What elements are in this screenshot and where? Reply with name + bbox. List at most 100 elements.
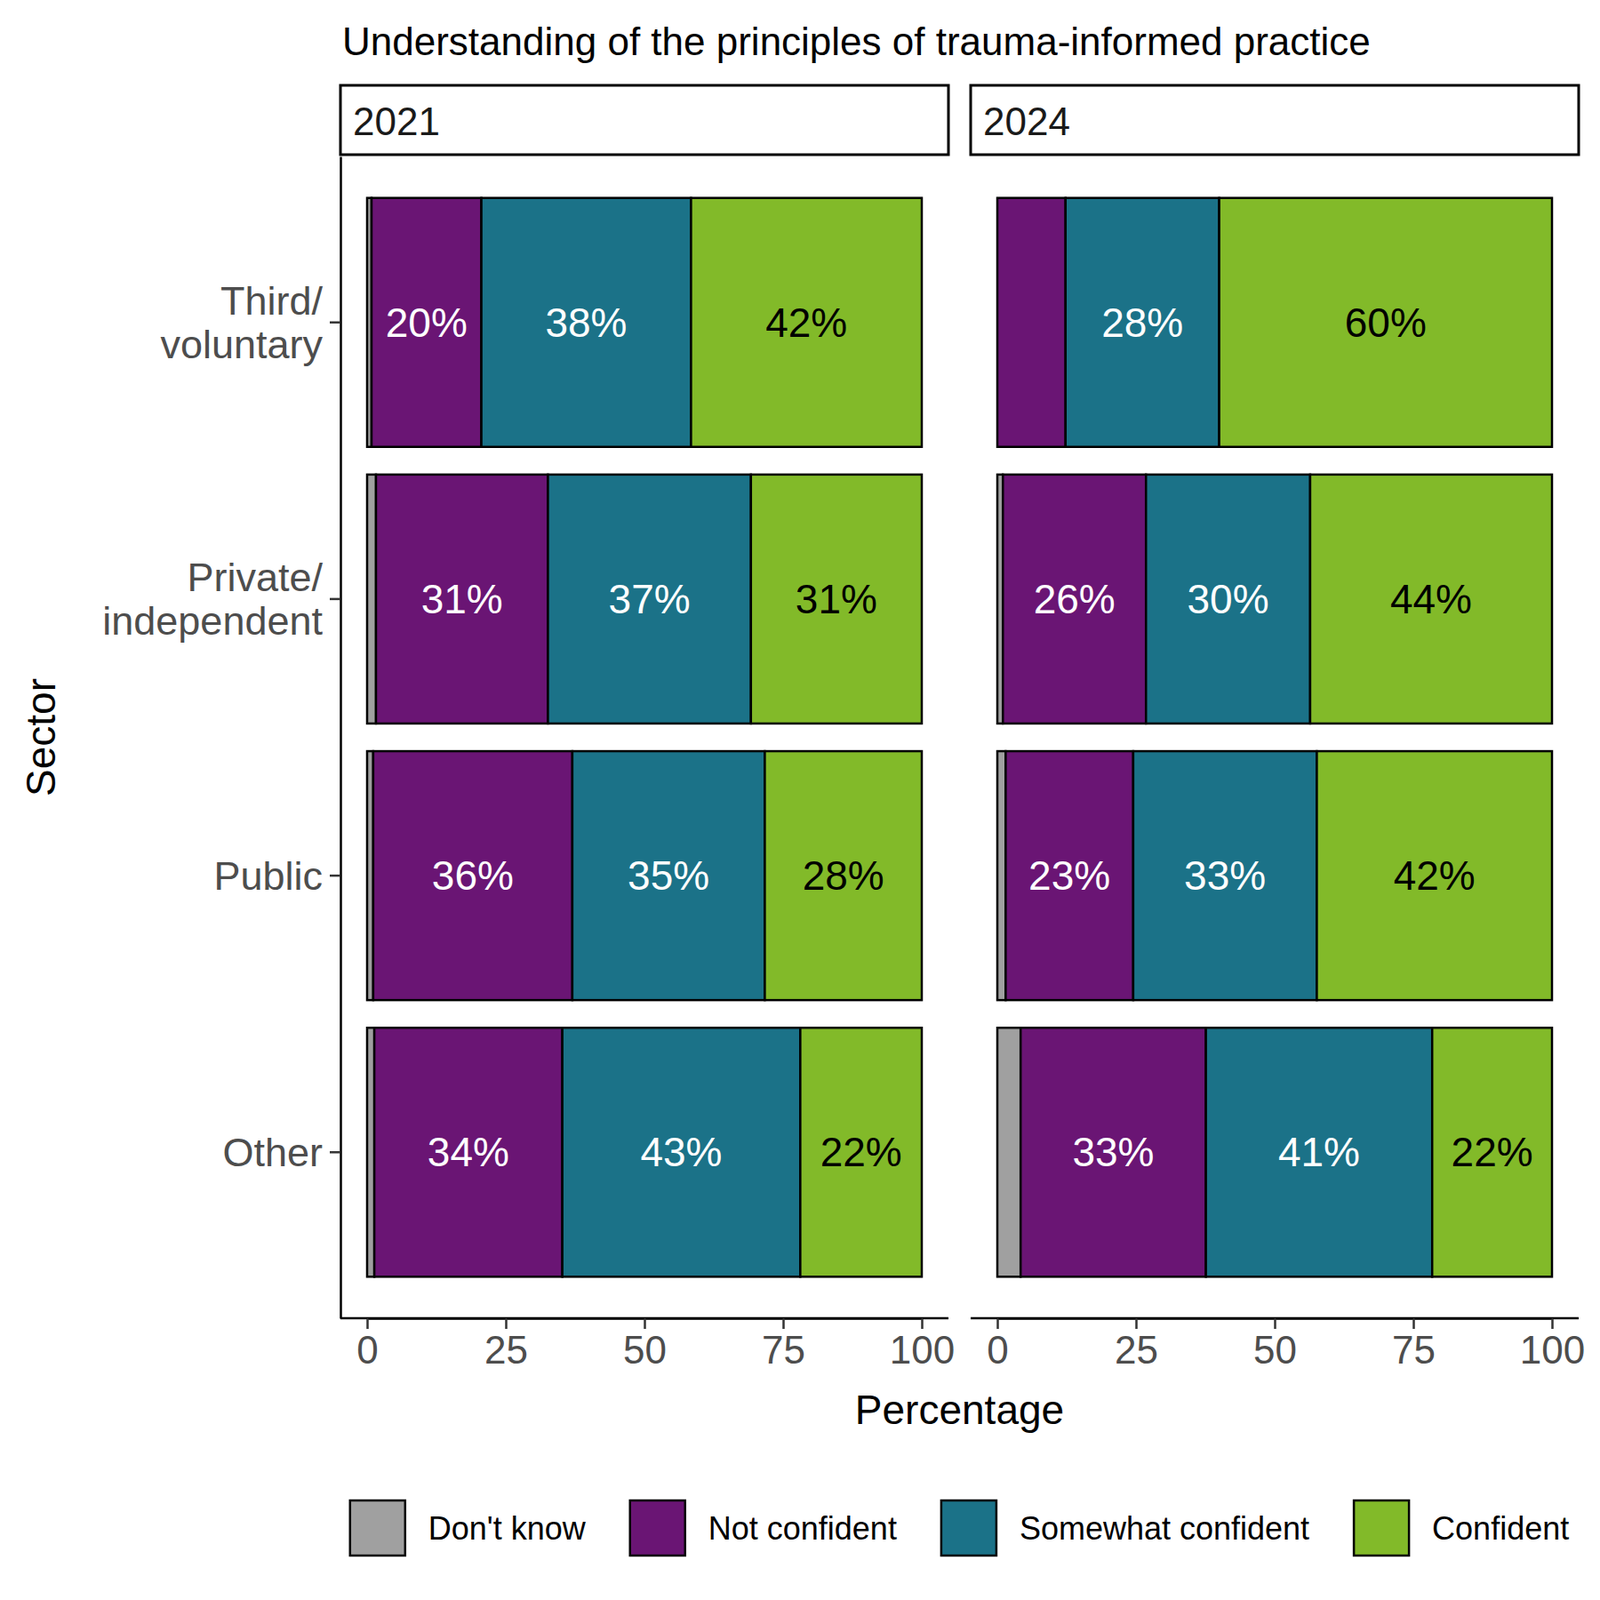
bar-segment [1310,474,1552,724]
bar-segment [1219,198,1552,448]
x-tick: 75 [1392,1318,1436,1372]
data-label: 30% [1187,576,1270,623]
legend-label: Somewhat confident [1019,1510,1310,1547]
bar-segment [562,1027,801,1277]
data-label: 26% [1033,576,1116,623]
data-label: 35% [627,852,710,899]
facet-strip [340,85,949,155]
tick-label-line: Third/ [220,278,324,324]
tick-label: 0 [986,1328,1008,1372]
bar-segment [997,751,1006,1000]
y-tick: Public [213,853,341,899]
data-label: 28% [802,852,885,899]
tick-label: 100 [1520,1328,1585,1372]
facet-label: 2024 [983,99,1071,144]
tick-mark [329,320,341,324]
data-label: 38% [544,299,627,346]
facet-strip [970,85,1579,155]
tick-label: 75 [1392,1328,1436,1372]
data-label: 36% [432,852,514,899]
data-label: 60% [1344,299,1427,346]
data-label: 41% [1278,1128,1360,1176]
bar-segment [1206,1027,1433,1277]
legend-item: Confident [1353,1500,1569,1556]
tick-mark [366,1318,369,1329]
tick-mark [504,1318,508,1329]
tick-label-line: voluntary [160,321,323,368]
x-tick: 25 [1114,1318,1159,1372]
data-label: 42% [1393,852,1476,899]
tick-label: 50 [1253,1328,1297,1372]
tick-label: 0 [356,1328,378,1372]
tick-label: 75 [761,1328,806,1372]
tick-mark [1273,1318,1277,1329]
legend-item: Not confident [630,1500,897,1556]
tick-label: 25 [1114,1328,1159,1372]
data-label: 44% [1390,576,1472,623]
data-label: 42% [765,299,848,346]
bar-segment [374,1027,563,1277]
y-tick: Private/independent [102,554,341,645]
tick-label-line: Public [213,853,323,899]
data-label: 37% [608,576,691,623]
chart-title: Understanding of the principles of traum… [342,19,1371,64]
tick-mark [1412,1318,1416,1329]
bar-segment [367,474,376,724]
bar-segment [376,474,548,724]
tick-label: Private/independent [102,554,323,645]
data-label: 33% [1184,852,1266,899]
x-tick: 50 [1253,1318,1297,1372]
x-tick: 25 [484,1318,528,1372]
bar-segment [373,751,573,1000]
tick-label-line: Other [222,1129,323,1176]
bar-segment [371,198,482,448]
tick-mark [329,598,341,601]
data-label: 43% [640,1128,722,1176]
bar-segment [572,751,766,1000]
tick-mark [1135,1318,1138,1329]
tick-mark [643,1318,647,1329]
tick-label: Third/voluntary [160,278,323,368]
legend-label: Confident [1432,1510,1569,1547]
data-label: 31% [421,576,504,623]
data-label: 28% [1101,299,1184,346]
tick-label: 25 [484,1328,528,1372]
facet-label: 2021 [352,99,440,144]
panel: 202426%23%33%28%30%33%41%60%44%42%22%025… [970,85,1585,1372]
legend: Don't know Not confident Somewhat confiden… [350,1500,1569,1556]
legend-label: Don't know [428,1510,587,1547]
x-tick: 100 [1520,1318,1585,1372]
x-axis: 0 25 50 75 100 [356,1318,955,1372]
legend-swatch [941,1500,997,1556]
tick-mark [782,1318,785,1329]
x-axis-title: Percentage [855,1386,1064,1433]
tick-mark [329,874,341,878]
bar-segment [800,1027,922,1277]
bar-segment [1005,751,1134,1000]
tick-mark [996,1318,1000,1329]
bar-segment [690,198,922,448]
data-label: 34% [427,1128,510,1176]
x-tick: 0 [356,1318,378,1372]
bars [997,198,1552,1278]
tick-label-line: Private/ [186,554,323,600]
x-tick: 100 [889,1318,955,1372]
tick-label: Other [222,1129,323,1176]
bars [367,198,922,1278]
tick-label: 50 [623,1328,667,1372]
data-label: 23% [1028,852,1111,899]
bar-segment [1133,751,1318,1000]
data-label: 22% [820,1128,903,1176]
bar-segment [751,474,922,724]
x-tick: 75 [761,1318,806,1372]
bar-segment [997,1027,1021,1277]
y-axis: Third/voluntary Private/independent Public… [102,157,341,1320]
legend-item: Somewhat confident [941,1500,1310,1556]
tick-mark [920,1318,924,1329]
data-label: 31% [795,576,878,623]
tick-label: Public [213,853,323,899]
tick-label: 100 [889,1328,955,1372]
bar-segment [764,751,922,1000]
legend-swatch [350,1500,406,1556]
legend-swatch [1353,1500,1409,1556]
